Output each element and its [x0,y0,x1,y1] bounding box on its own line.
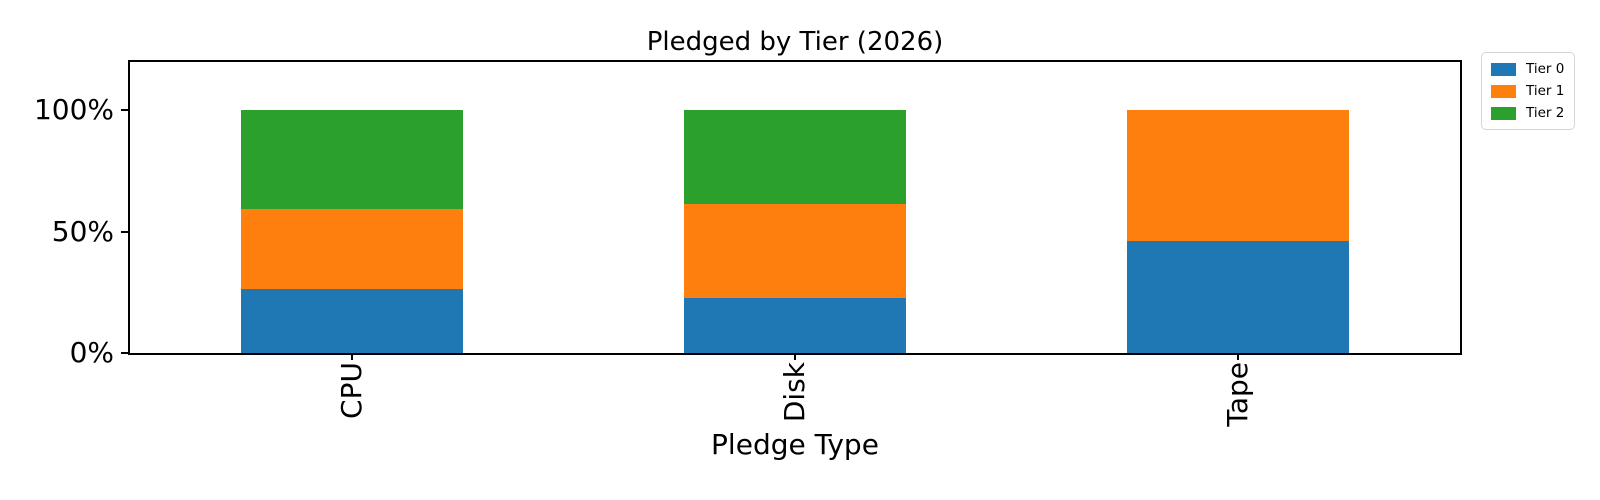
x-tick-mark-disk [794,353,796,360]
bar-segment-disk-tier-1 [684,203,906,299]
y-tick-mark-0 [121,352,129,354]
y-tick-mark-50 [121,230,129,233]
bar-segment-cpu-tier-2 [240,110,463,210]
bar-segment-tape-tier-1 [1127,110,1350,242]
y-tick-label-50: 50% [51,214,114,248]
chart-title: Pledged by Tier (2026) [646,27,944,57]
bar-segment-disk-tier-0 [684,298,906,353]
legend-label-tier-2: Tier 2 [1526,105,1565,121]
legend-swatch-tier-1-icon [1491,84,1516,98]
x-tick-label-cpu: CPU [334,362,368,419]
x-tick-mark-cpu [350,353,353,360]
x-tick-label-disk: Disk [778,362,811,423]
x-tick-label-tape: Tape [1221,362,1255,427]
x-axis-label: Pledge Type [711,428,879,461]
legend-swatch-tier-0-icon [1491,62,1516,76]
x-tick-mark-tape [1237,353,1240,360]
legend-label-tier-0: Tier 0 [1526,61,1565,77]
plot-area [130,62,1460,353]
legend-item-tier-0: Tier 0 [1491,61,1564,77]
bar-segment-disk-tier-2 [684,110,906,204]
legend-label-tier-1: Tier 1 [1526,83,1565,99]
bar-segment-cpu-tier-0 [240,288,463,353]
y-tick-label-0: 0% [69,336,114,369]
legend-swatch-tier-2-icon [1491,106,1516,120]
y-tick-label-100: 100% [33,93,114,127]
y-tick-mark-100 [121,109,129,112]
legend: Tier 0 Tier 1 Tier 2 [1481,52,1576,130]
bar-segment-tape-tier-0 [1127,241,1350,353]
bar-segment-cpu-tier-1 [240,209,463,289]
legend-item-tier-2: Tier 2 [1491,105,1564,121]
legend-item-tier-1: Tier 1 [1491,83,1564,99]
